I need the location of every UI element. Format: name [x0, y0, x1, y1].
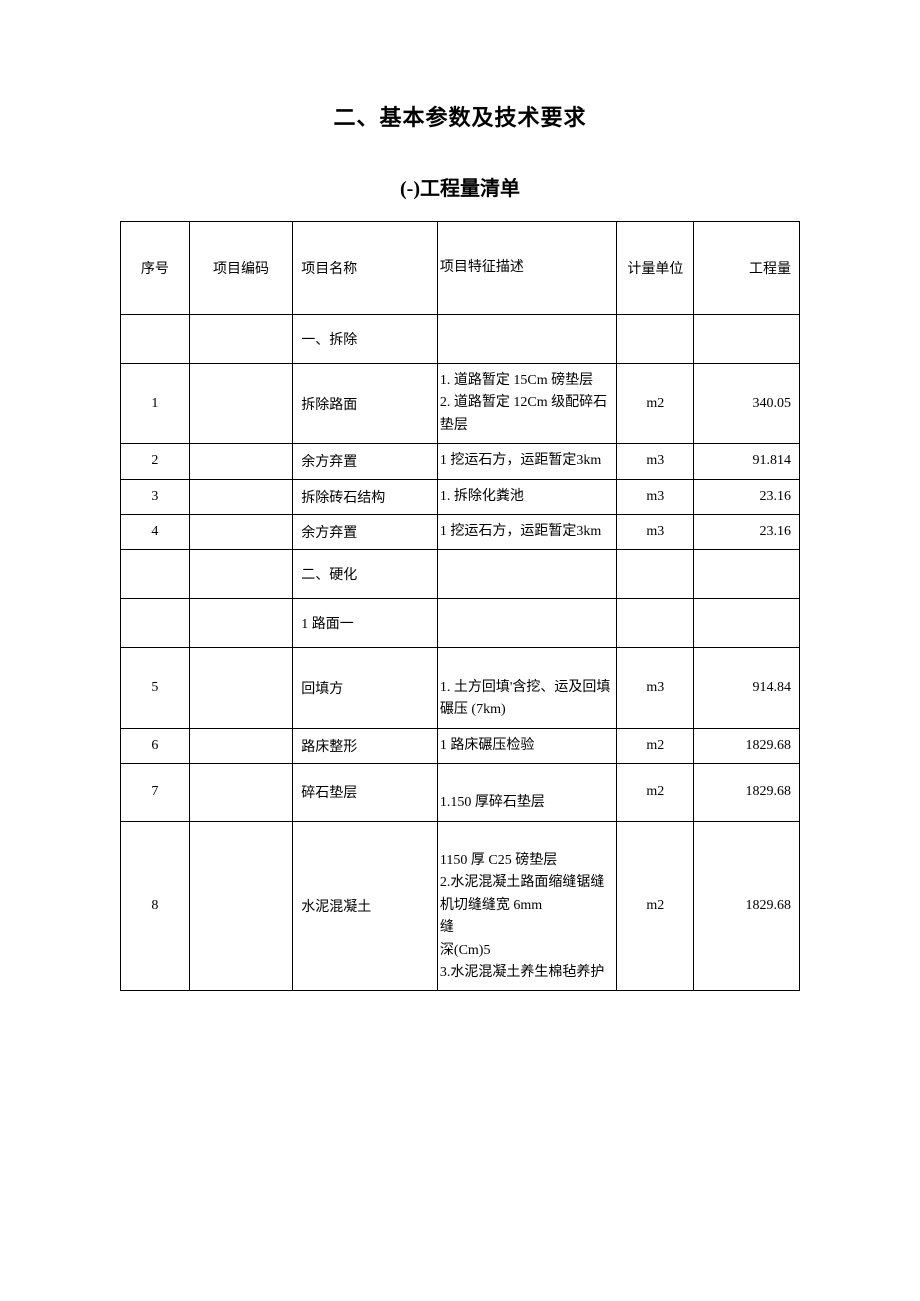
cell-code: [189, 550, 293, 599]
cell-desc: 1.150 厚碎石垫层: [437, 763, 616, 821]
cell-name: 水泥混凝土: [293, 821, 438, 991]
cell-qty: 23.16: [694, 514, 800, 549]
cell-desc: [437, 550, 616, 599]
cell-seq: 4: [121, 514, 190, 549]
cell-unit: m2: [617, 364, 694, 444]
cell-name: 拆除路面: [293, 364, 438, 444]
cell-unit: [617, 550, 694, 599]
cell-seq: 8: [121, 821, 190, 991]
cell-code: [189, 763, 293, 821]
cell-seq: [121, 315, 190, 364]
cell-code: [189, 599, 293, 648]
table-row: 6 路床整形1 路床碾压检验m21829.68: [121, 728, 800, 763]
cell-qty: [694, 315, 800, 364]
cell-code: [189, 315, 293, 364]
col-header-code: 项目编码: [189, 222, 293, 315]
cell-name: 路床整形: [293, 728, 438, 763]
cell-qty: 91.814: [694, 444, 800, 479]
cell-desc: 1 挖运石方，运距暂定3km: [437, 514, 616, 549]
cell-desc: [437, 599, 616, 648]
cell-unit: m2: [617, 763, 694, 821]
cell-desc: 1 挖运石方，运距暂定3km: [437, 444, 616, 479]
col-header-qty: 工程量: [694, 222, 800, 315]
cell-seq: [121, 599, 190, 648]
cell-desc: 1. 拆除化粪池: [437, 479, 616, 514]
cell-qty: [694, 550, 800, 599]
col-header-unit: 计量单位: [617, 222, 694, 315]
cell-name: 二、硬化: [293, 550, 438, 599]
cell-qty: 340.05: [694, 364, 800, 444]
cell-unit: m2: [617, 728, 694, 763]
table-row: 1 拆除路面1. 道路暂定 15Cm 磅垫层 2. 道路暂定 12Cm 级配碎石垫…: [121, 364, 800, 444]
table-row: 一、拆除: [121, 315, 800, 364]
sub-title: (-)工程量清单: [120, 172, 800, 201]
cell-qty: 1829.68: [694, 821, 800, 991]
cell-name: 拆除砖石结构: [293, 479, 438, 514]
cell-unit: m3: [617, 514, 694, 549]
cell-name: 碎石垫层: [293, 763, 438, 821]
col-header-desc: 项目特征描述: [437, 222, 616, 315]
cell-code: [189, 444, 293, 479]
cell-seq: 2: [121, 444, 190, 479]
table-row: 二、硬化: [121, 550, 800, 599]
table-row: 7 碎石垫层 1.150 厚碎石垫层m21829.68: [121, 763, 800, 821]
cell-seq: 1: [121, 364, 190, 444]
cell-unit: m3: [617, 444, 694, 479]
cell-seq: 3: [121, 479, 190, 514]
cell-unit: m3: [617, 648, 694, 728]
cell-desc: 1. 土方回填'含挖、运及回填碾压 (7km): [437, 648, 616, 728]
cell-code: [189, 728, 293, 763]
boq-table: 序号 项目编码 项目名称 项目特征描述 计量单位 工程量 一、拆除1拆除路面1.…: [120, 221, 800, 991]
cell-code: [189, 514, 293, 549]
table-row: 4 余方弃置1 挖运石方，运距暂定3kmm323.16: [121, 514, 800, 549]
table-body: 一、拆除 1 拆除路面1. 道路暂定 15Cm 磅垫层 2. 道路暂定 12Cm 级…: [121, 315, 800, 991]
cell-unit: m3: [617, 479, 694, 514]
cell-seq: [121, 550, 190, 599]
table-header-row: 序号 项目编码 项目名称 项目特征描述 计量单位 工程量: [121, 222, 800, 315]
cell-seq: 7: [121, 763, 190, 821]
document-page: 二、基本参数及技术要求 (-)工程量清单 序号 项目编码 项目名称 项目特征描述…: [0, 0, 920, 1051]
col-header-seq: 序号: [121, 222, 190, 315]
cell-desc: [437, 315, 616, 364]
cell-qty: 1829.68: [694, 763, 800, 821]
table-row: 1 路面一: [121, 599, 800, 648]
cell-name: 余方弃置: [293, 514, 438, 549]
cell-name: 一、拆除: [293, 315, 438, 364]
cell-qty: 914.84: [694, 648, 800, 728]
cell-qty: 1829.68: [694, 728, 800, 763]
cell-name: 余方弃置: [293, 444, 438, 479]
cell-seq: 6: [121, 728, 190, 763]
cell-unit: m2: [617, 821, 694, 991]
cell-qty: [694, 599, 800, 648]
cell-name: 回填方: [293, 648, 438, 728]
cell-code: [189, 364, 293, 444]
cell-unit: [617, 315, 694, 364]
cell-code: [189, 479, 293, 514]
cell-desc: 1150 厚 C25 磅垫层 2.水泥混凝土路面缩缝锯缝机切缝缝宽 6mm 缝 …: [437, 821, 616, 991]
cell-code: [189, 648, 293, 728]
main-title: 二、基本参数及技术要求: [120, 100, 800, 132]
cell-unit: [617, 599, 694, 648]
table-row: 2 余方弃置1 挖运石方，运距暂定3kmm391.814: [121, 444, 800, 479]
table-row: 8 水泥混凝土 1150 厚 C25 磅垫层 2.水泥混凝土路面缩缝锯缝机切缝缝宽…: [121, 821, 800, 991]
col-header-name: 项目名称: [293, 222, 438, 315]
table-row: 5 回填方 1. 土方回填'含挖、运及回填碾压 (7km)m3914.84: [121, 648, 800, 728]
cell-code: [189, 821, 293, 991]
table-row: 3 拆除砖石结构1. 拆除化粪池m323.16: [121, 479, 800, 514]
cell-desc: 1 路床碾压检验: [437, 728, 616, 763]
cell-name: 1 路面一: [293, 599, 438, 648]
cell-desc: 1. 道路暂定 15Cm 磅垫层 2. 道路暂定 12Cm 级配碎石垫层: [437, 364, 616, 444]
cell-qty: 23.16: [694, 479, 800, 514]
cell-seq: 5: [121, 648, 190, 728]
